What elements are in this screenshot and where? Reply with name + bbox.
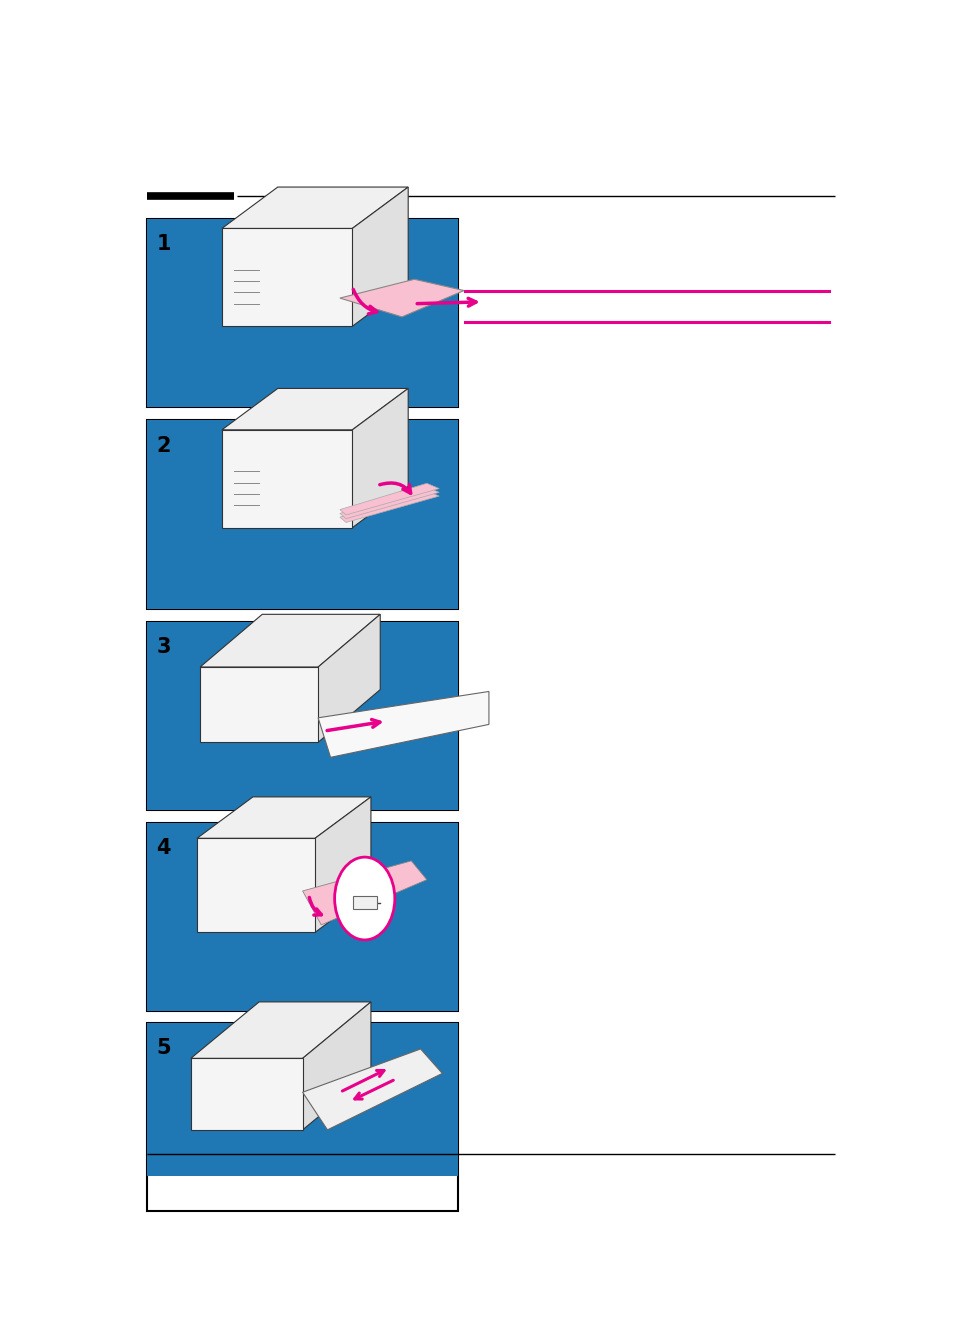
Bar bbox=[147, 219, 457, 407]
FancyBboxPatch shape bbox=[147, 420, 457, 609]
Polygon shape bbox=[191, 1058, 302, 1129]
Circle shape bbox=[335, 857, 395, 941]
Polygon shape bbox=[339, 491, 438, 522]
Text: 2: 2 bbox=[156, 436, 171, 456]
Polygon shape bbox=[339, 279, 463, 317]
Text: 4: 4 bbox=[156, 839, 171, 859]
Polygon shape bbox=[222, 429, 352, 527]
Bar bbox=[147, 823, 457, 1012]
Polygon shape bbox=[302, 1001, 371, 1129]
Polygon shape bbox=[200, 614, 380, 667]
FancyBboxPatch shape bbox=[147, 622, 457, 810]
Polygon shape bbox=[302, 861, 426, 925]
Polygon shape bbox=[222, 229, 352, 326]
Polygon shape bbox=[222, 388, 408, 429]
Bar bbox=[353, 897, 376, 909]
Polygon shape bbox=[317, 614, 380, 742]
Polygon shape bbox=[197, 839, 314, 933]
Polygon shape bbox=[339, 483, 438, 515]
Polygon shape bbox=[222, 188, 408, 229]
Polygon shape bbox=[200, 667, 317, 742]
Polygon shape bbox=[197, 797, 371, 839]
Bar bbox=[147, 420, 457, 609]
Polygon shape bbox=[302, 1049, 442, 1129]
FancyBboxPatch shape bbox=[147, 219, 457, 407]
Bar bbox=[147, 1022, 457, 1211]
Bar bbox=[147, 622, 457, 810]
Text: 5: 5 bbox=[156, 1038, 171, 1058]
Polygon shape bbox=[314, 797, 371, 933]
FancyBboxPatch shape bbox=[147, 1022, 457, 1211]
Polygon shape bbox=[352, 388, 408, 527]
Polygon shape bbox=[352, 188, 408, 326]
FancyBboxPatch shape bbox=[147, 823, 457, 1012]
Polygon shape bbox=[339, 487, 438, 519]
Text: 3: 3 bbox=[156, 637, 171, 657]
Polygon shape bbox=[317, 691, 488, 757]
Text: 1: 1 bbox=[156, 234, 171, 255]
Polygon shape bbox=[191, 1001, 371, 1058]
